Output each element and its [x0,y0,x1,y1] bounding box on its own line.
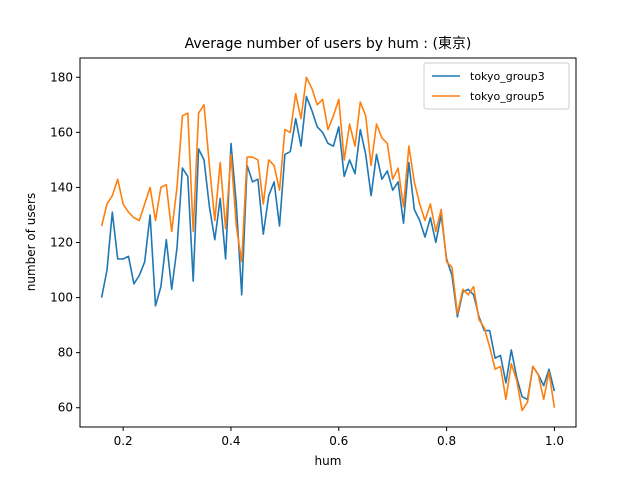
x-tick-label: 1.0 [545,434,564,448]
x-tick-label: 0.2 [114,434,133,448]
y-tick-label: 140 [50,180,73,194]
series-line-tokyo_group5 [100,76,556,412]
y-axis-title: number of users [24,193,38,291]
y-tick-label: 180 [50,70,73,84]
y-tick-label: 120 [50,236,73,250]
y-tick-label: 160 [50,125,73,139]
series-layer [100,76,556,412]
y-axis: 60 80 100 120 140 160 180 [50,70,80,415]
y-tick-label: 60 [58,401,73,415]
x-tick-label: 0.6 [329,434,348,448]
y-tick-label: 80 [58,346,73,360]
x-axis: 0.2 0.4 0.6 0.8 1.0 [114,427,564,448]
legend-label-tokyo_group3: tokyo_group3 [470,70,545,83]
legend-label-tokyo_group5: tokyo_group5 [470,90,545,103]
chart-title: Average number of users by hum : (東京) [185,36,472,52]
x-tick-label: 0.4 [221,434,240,448]
y-tick-label: 100 [50,291,73,305]
x-tick-label: 0.8 [437,434,456,448]
legend-box [423,62,570,110]
legend: tokyo_group3 tokyo_group5 [423,62,570,110]
x-axis-title: hum [315,454,342,468]
